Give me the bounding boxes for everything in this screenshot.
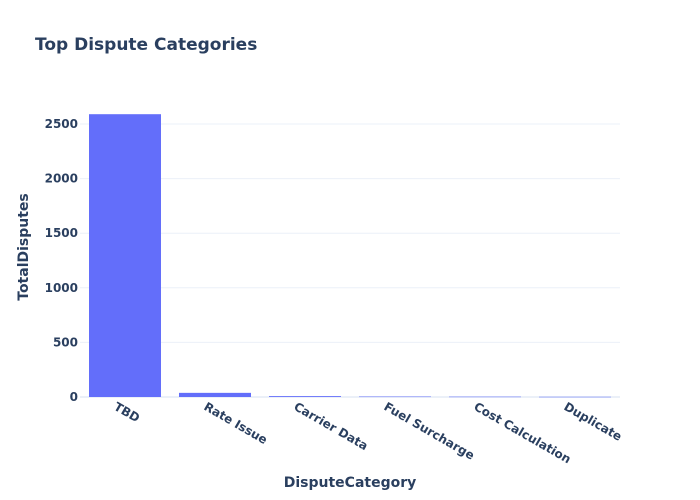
y-tick-label: 2000	[45, 172, 78, 186]
y-tick-label: 1500	[45, 226, 78, 240]
x-tick-label: TBD	[112, 399, 143, 425]
bar-tbd	[89, 114, 161, 397]
y-tick-label: 0	[70, 390, 78, 404]
x-tick-label: Carrier Data	[292, 399, 371, 453]
bar-rate-issue	[179, 392, 251, 397]
bar-duplicate	[539, 396, 611, 398]
y-axis-title: TotalDisputes	[16, 193, 32, 301]
x-tick-label: Rate Issue	[202, 399, 270, 447]
x-tick-label: Fuel Surcharge	[382, 399, 477, 462]
bar-fuel-surcharge	[359, 396, 431, 398]
x-axis-ticks: TBD Rate Issue Carrier Data Fuel SurchargeC…	[112, 399, 625, 466]
bar-cost-calculation	[449, 396, 521, 398]
chart-title: Top Dispute Categories	[35, 35, 257, 55]
grid-lines	[80, 123, 620, 398]
bars	[89, 114, 611, 398]
x-tick-label: Duplicate	[562, 399, 625, 443]
y-tick-label: 500	[53, 335, 78, 349]
bar-carrier-data	[269, 396, 341, 397]
y-tick-label: 2500	[45, 117, 78, 131]
x-tick-label: Cost Calculation	[472, 399, 574, 466]
y-tick-label: 1000	[45, 281, 78, 295]
x-axis-title: DisputeCategory	[284, 475, 417, 491]
y-axis-ticks: 0 500 1000 1500 2000 2500	[45, 117, 78, 404]
